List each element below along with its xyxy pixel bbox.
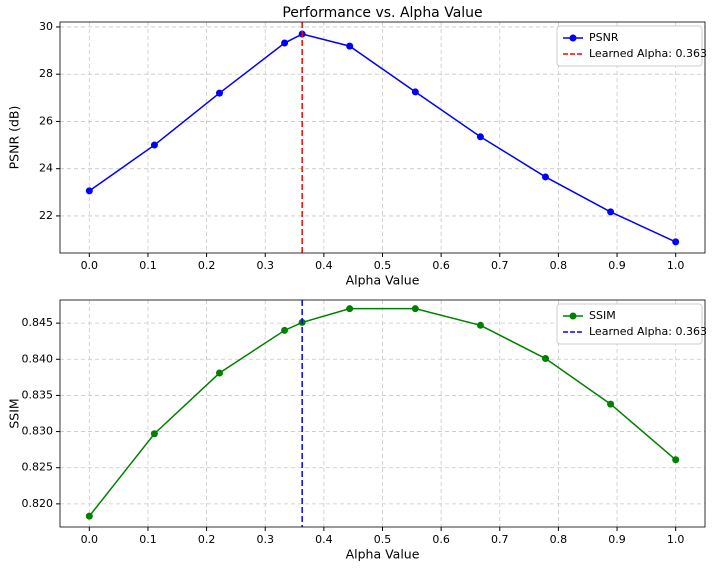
y-tick-label: 22: [39, 209, 53, 222]
x-tick-label: 0.6: [432, 259, 450, 272]
point: [150, 430, 158, 438]
legend-marker: [569, 34, 577, 42]
y-tick-label: 0.845: [22, 316, 54, 329]
point: [607, 208, 615, 216]
y-tick-label: 0.820: [22, 497, 54, 510]
x-tick-label: 0.7: [491, 533, 509, 546]
point: [672, 456, 680, 464]
y-tick-label: 30: [39, 20, 53, 33]
point: [346, 305, 354, 313]
point: [476, 321, 484, 329]
y-axis-label: SSIM: [7, 398, 22, 428]
legend-label: SSIM: [589, 309, 616, 322]
point: [411, 88, 419, 96]
axes-frame: [59, 21, 706, 254]
x-axis-label: Alpha Value: [346, 273, 420, 288]
legend-label: Learned Alpha: 0.363: [589, 47, 707, 60]
x-tick-label: 1.0: [667, 533, 685, 546]
x-tick-label: 0.5: [374, 533, 392, 546]
chart-title: Performance vs. Alpha Value: [282, 5, 482, 21]
x-tick-label: 0.4: [315, 259, 333, 272]
point: [542, 173, 550, 181]
x-axis-label: Alpha Value: [346, 547, 420, 562]
x-tick-label: 0.1: [139, 533, 157, 546]
point: [85, 512, 93, 520]
point: [281, 39, 289, 47]
legend-box: [556, 25, 703, 67]
x-tick-label: 0.1: [139, 259, 157, 272]
point: [150, 141, 158, 149]
axes-frame: [59, 299, 706, 528]
point: [411, 305, 419, 313]
x-tick-label: 0.0: [81, 259, 99, 272]
point: [215, 369, 223, 377]
x-tick-label: 0.8: [550, 533, 568, 546]
x-tick-label: 0.2: [198, 259, 216, 272]
legend-marker: [569, 312, 577, 320]
point: [346, 42, 354, 50]
legend-label: PSNR: [589, 31, 619, 44]
x-tick-label: 0.8: [550, 259, 568, 272]
point: [476, 133, 484, 141]
y-tick-label: 0.840: [22, 352, 54, 365]
x-tick-label: 0.4: [315, 533, 333, 546]
y-tick-label: 26: [39, 114, 53, 127]
point: [672, 238, 680, 246]
x-tick-label: 0.6: [432, 533, 450, 546]
x-tick-label: 0.9: [608, 259, 626, 272]
point: [607, 400, 615, 408]
x-tick-label: 0.3: [256, 259, 274, 272]
x-tick-label: 0.0: [81, 533, 99, 546]
point: [215, 89, 223, 97]
legend-box: [556, 303, 703, 345]
legend-label: Learned Alpha: 0.363: [589, 325, 707, 338]
x-tick-label: 0.3: [256, 533, 274, 546]
y-tick-label: 0.830: [22, 425, 54, 438]
y-tick-label: 0.825: [22, 461, 54, 474]
x-tick-label: 0.7: [491, 259, 509, 272]
point: [542, 355, 550, 363]
point: [281, 326, 289, 334]
y-tick-label: 0.835: [22, 388, 54, 401]
x-tick-label: 0.5: [374, 259, 392, 272]
x-tick-label: 1.0: [667, 259, 685, 272]
y-axis-label: PSNR (dB): [7, 106, 22, 170]
y-tick-label: 24: [39, 162, 53, 175]
point: [85, 187, 93, 195]
x-tick-label: 0.9: [608, 533, 626, 546]
y-tick-label: 28: [39, 67, 53, 80]
x-tick-label: 0.2: [198, 533, 216, 546]
